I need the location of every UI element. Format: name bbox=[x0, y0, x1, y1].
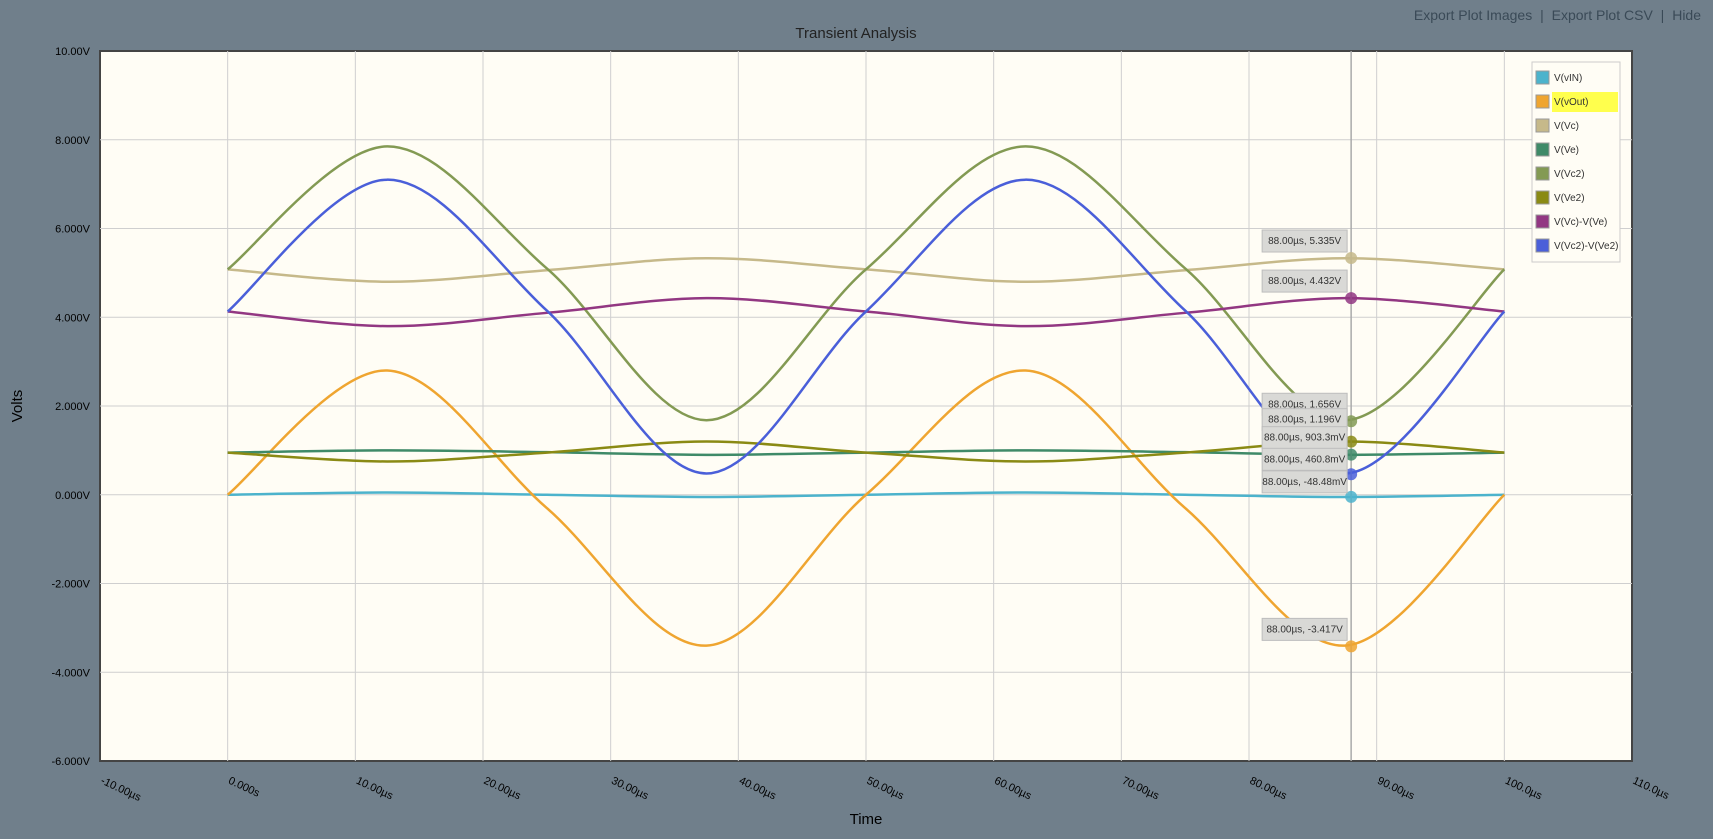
x-tick-label: 60.00µs bbox=[992, 775, 1033, 803]
separator: | bbox=[1660, 7, 1665, 23]
cursor-marker bbox=[1345, 292, 1358, 305]
x-tick-label: 100.0µs bbox=[1503, 775, 1544, 803]
legend: V(vIN) V(vOut) V(Vc) V(Ve) V(Vc2) V(Ve2) V(Vc)… bbox=[1531, 61, 1621, 263]
tooltip-text: 88.00µs, 4.432V bbox=[1268, 276, 1341, 287]
y-tick-label: 2.000V bbox=[55, 401, 91, 413]
x-tick-label: 110.0µs bbox=[1631, 775, 1671, 802]
tooltip-text: 88.00µs, 460.8mV bbox=[1264, 454, 1346, 465]
cursor-marker bbox=[1345, 252, 1358, 265]
legend-swatch[interactable] bbox=[1535, 238, 1550, 253]
tooltip-text: 88.00µs, 1.656V bbox=[1268, 399, 1341, 410]
tooltip-box bbox=[1261, 447, 1348, 471]
separator: | bbox=[1540, 7, 1544, 23]
legend-highlight bbox=[1552, 92, 1618, 112]
legend-swatch[interactable] bbox=[1535, 142, 1550, 157]
toolbar: Export Plot Images | Export Plot CSV | H… bbox=[1414, 7, 1701, 23]
y-tick-label: -2.000V bbox=[51, 579, 90, 591]
x-axis-label: Time bbox=[850, 811, 883, 828]
grid bbox=[100, 51, 1632, 761]
legend-item-label[interactable]: V(Vc) bbox=[1554, 121, 1579, 132]
legend-item-label[interactable]: V(Ve) bbox=[1554, 145, 1579, 156]
legend-swatch[interactable] bbox=[1535, 94, 1550, 109]
y-tick-label: 8.000V bbox=[55, 135, 91, 147]
legend-swatch[interactable] bbox=[1535, 166, 1550, 181]
x-tick-label: 30.00µs bbox=[609, 775, 650, 803]
x-tick-label: 40.00µs bbox=[737, 775, 778, 803]
legend-item-label[interactable]: V(Vc2)-V(Ve2) bbox=[1554, 241, 1618, 252]
y-tick-label: -4.000V bbox=[51, 667, 90, 679]
tooltip-text: 88.00µs, 5.335V bbox=[1268, 236, 1341, 247]
y-tick-label: 10.00V bbox=[55, 46, 91, 58]
x-tick-label: 10.00µs bbox=[354, 775, 395, 803]
legend-swatch[interactable] bbox=[1535, 190, 1550, 205]
tooltip-box bbox=[1261, 229, 1348, 253]
chart-title: Transient Analysis bbox=[795, 25, 916, 42]
cursor-marker bbox=[1345, 415, 1358, 428]
x-tick-label: 80.00µs bbox=[1248, 775, 1289, 803]
legend-swatch[interactable] bbox=[1535, 118, 1550, 133]
x-tick-label: -10.00µs bbox=[99, 775, 144, 804]
x-tick-label: 90.00µs bbox=[1375, 775, 1416, 803]
tooltip-text: 88.00µs, 903.3mV bbox=[1264, 433, 1346, 444]
x-tick-label: 50.00µs bbox=[865, 775, 906, 803]
export-plot-csv-link[interactable]: Export Plot CSV bbox=[1551, 7, 1653, 23]
tooltip-text: 88.00µs, -48.48mV bbox=[1262, 477, 1347, 488]
cursor-tooltips: 88.00µs, 5.335V 88.00µs, 4.432V 88.00µs, 1… bbox=[1261, 229, 1348, 641]
cursor-marker bbox=[1345, 490, 1358, 503]
y-tick-label: 4.000V bbox=[55, 312, 91, 324]
y-axis-label: Volts bbox=[9, 390, 26, 423]
y-tick-label: -6.000V bbox=[51, 756, 90, 768]
cursor-markers bbox=[1345, 252, 1358, 653]
legend-item-label[interactable]: V(vOut) bbox=[1554, 97, 1588, 108]
cursor-marker bbox=[1345, 448, 1358, 461]
x-tick-label: 20.00µs bbox=[482, 775, 523, 803]
tooltip-box bbox=[1261, 470, 1348, 494]
legend-item-label[interactable]: V(vIN) bbox=[1554, 73, 1582, 84]
cursor-marker bbox=[1345, 468, 1358, 481]
tooltip-box bbox=[1261, 269, 1348, 293]
tooltip-text: 88.00µs, -3.417V bbox=[1266, 624, 1343, 635]
hide-link[interactable]: Hide bbox=[1672, 7, 1701, 23]
legend-item-label[interactable]: V(Vc2) bbox=[1554, 169, 1585, 180]
tooltip-box bbox=[1261, 617, 1348, 641]
legend-swatch[interactable] bbox=[1535, 70, 1550, 85]
cursor-marker bbox=[1345, 640, 1358, 653]
cursor-marker bbox=[1345, 435, 1358, 448]
legend-item-label[interactable]: V(Vc)-V(Ve) bbox=[1554, 217, 1607, 228]
x-tick-label: 70.00µs bbox=[1120, 775, 1161, 803]
tooltip-text: 88.00µs, 1.196V bbox=[1268, 415, 1341, 426]
y-tick-label: 0.000V bbox=[55, 490, 91, 502]
x-tick-label: 0.000s bbox=[226, 775, 261, 800]
legend-swatch[interactable] bbox=[1535, 214, 1550, 229]
legend-item-label[interactable]: V(Ve2) bbox=[1554, 193, 1585, 204]
export-plot-images-link[interactable]: Export Plot Images bbox=[1413, 7, 1533, 23]
y-tick-label: 6.000V bbox=[55, 224, 91, 236]
